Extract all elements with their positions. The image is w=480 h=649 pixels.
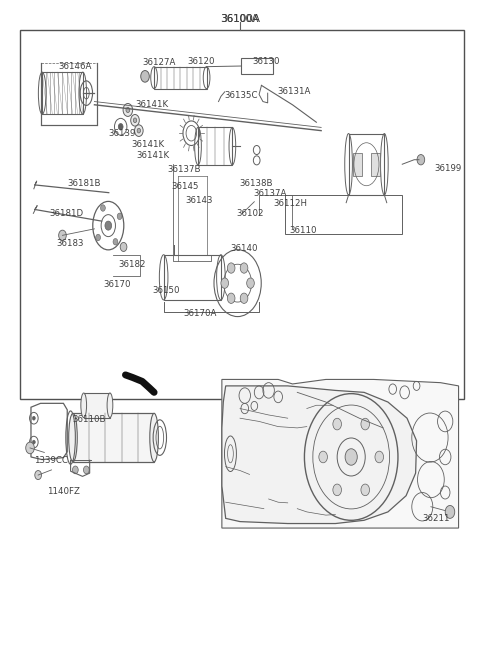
Circle shape xyxy=(247,278,254,288)
Text: 36131A: 36131A xyxy=(277,88,311,96)
Text: 1140FZ: 1140FZ xyxy=(47,487,80,496)
Ellipse shape xyxy=(69,413,77,462)
Ellipse shape xyxy=(150,413,158,462)
Circle shape xyxy=(228,263,235,273)
Polygon shape xyxy=(222,386,417,524)
Circle shape xyxy=(33,416,35,420)
Text: 36199: 36199 xyxy=(435,164,462,173)
Circle shape xyxy=(445,506,455,519)
Text: 36146A: 36146A xyxy=(59,62,92,71)
Text: 36102: 36102 xyxy=(236,209,264,218)
Circle shape xyxy=(117,213,122,219)
Circle shape xyxy=(133,118,137,123)
Polygon shape xyxy=(222,380,458,528)
Circle shape xyxy=(72,466,78,474)
Text: 36170A: 36170A xyxy=(184,309,217,318)
Circle shape xyxy=(100,205,105,211)
Text: 36137A: 36137A xyxy=(253,189,287,198)
Ellipse shape xyxy=(81,393,86,417)
Circle shape xyxy=(333,484,341,496)
Text: 36127A: 36127A xyxy=(142,58,176,67)
Circle shape xyxy=(228,293,235,304)
Text: 36145: 36145 xyxy=(171,182,199,191)
Circle shape xyxy=(113,239,118,245)
Text: 36143: 36143 xyxy=(185,196,213,205)
Text: 36130: 36130 xyxy=(252,57,279,66)
Circle shape xyxy=(131,114,139,126)
Polygon shape xyxy=(73,413,154,462)
Text: 36135C: 36135C xyxy=(225,91,258,99)
Circle shape xyxy=(361,418,370,430)
Text: 36182: 36182 xyxy=(118,260,146,269)
Text: 36139: 36139 xyxy=(109,129,136,138)
Text: 36140: 36140 xyxy=(230,245,258,253)
Text: 36170: 36170 xyxy=(103,280,131,289)
Text: 36150: 36150 xyxy=(153,286,180,295)
Circle shape xyxy=(84,466,89,474)
Text: 36141K: 36141K xyxy=(136,151,169,160)
Text: 36100A: 36100A xyxy=(220,14,260,25)
Circle shape xyxy=(345,448,357,465)
Text: 36100A: 36100A xyxy=(221,14,259,25)
Text: 36138B: 36138B xyxy=(239,179,273,188)
Ellipse shape xyxy=(107,393,113,417)
Circle shape xyxy=(240,263,248,273)
Text: 1339CC: 1339CC xyxy=(34,456,68,465)
Circle shape xyxy=(123,103,132,116)
Text: 36120: 36120 xyxy=(188,57,215,66)
Circle shape xyxy=(361,484,370,496)
Text: 36112H: 36112H xyxy=(274,199,307,208)
Text: 36181B: 36181B xyxy=(67,179,101,188)
Text: 36211: 36211 xyxy=(422,514,450,523)
Circle shape xyxy=(141,71,149,82)
Text: 36110B: 36110B xyxy=(72,415,106,424)
Circle shape xyxy=(126,107,130,112)
Circle shape xyxy=(118,123,123,130)
Text: 36141K: 36141K xyxy=(135,101,168,109)
Circle shape xyxy=(26,442,34,454)
Circle shape xyxy=(333,418,341,430)
Circle shape xyxy=(120,243,127,251)
Circle shape xyxy=(96,234,100,241)
Text: 36183: 36183 xyxy=(56,239,84,248)
Circle shape xyxy=(33,440,35,444)
Circle shape xyxy=(59,230,66,241)
Circle shape xyxy=(417,154,425,165)
Polygon shape xyxy=(371,153,380,176)
Circle shape xyxy=(105,221,112,230)
Circle shape xyxy=(35,471,41,480)
Circle shape xyxy=(221,278,228,288)
Circle shape xyxy=(375,451,384,463)
Circle shape xyxy=(240,293,248,304)
Polygon shape xyxy=(84,393,110,417)
Circle shape xyxy=(137,129,141,133)
Polygon shape xyxy=(353,153,362,176)
Circle shape xyxy=(134,125,143,136)
Text: 36141K: 36141K xyxy=(131,140,164,149)
Text: 36181D: 36181D xyxy=(49,209,83,218)
Text: 36137B: 36137B xyxy=(168,165,201,174)
Text: 36110: 36110 xyxy=(289,227,317,236)
Circle shape xyxy=(319,451,327,463)
